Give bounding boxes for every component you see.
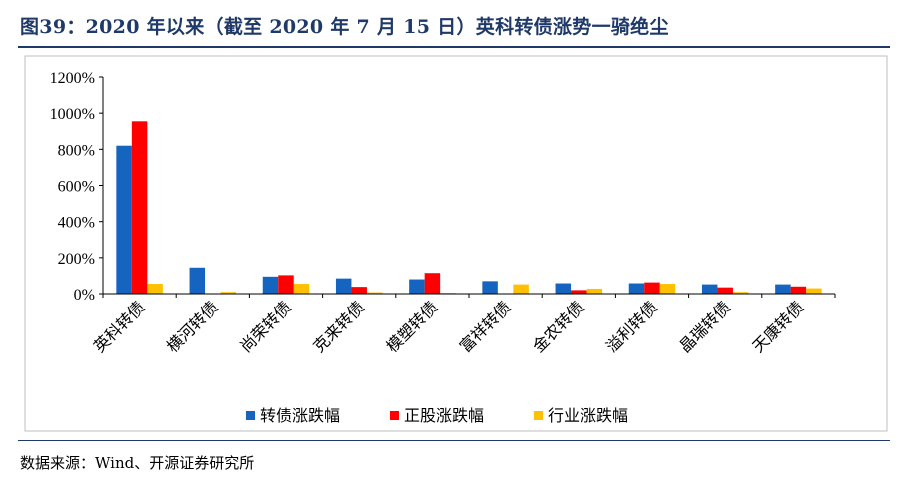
y-tick-label: 200% <box>58 251 95 268</box>
bar-stock <box>424 273 441 294</box>
legend: 转债涨跌幅 正股涨跌幅 行业涨跌幅 <box>246 406 628 425</box>
figure-title: 图39：2020 年以来（截至 2020 年 7 月 15 日）英科转债涨势一骑… <box>20 16 669 38</box>
bar-stock <box>571 290 587 294</box>
bar-chart: 0% 200% 400% 600% 800% 1000% 1200% 英科转债 横河转债 尚荣转… <box>24 55 888 432</box>
y-tick-label: 400% <box>58 215 95 232</box>
bar-industry <box>147 284 163 294</box>
legend-swatch <box>246 411 255 420</box>
x-category-label: 横河转债 <box>163 297 222 356</box>
bar-industry <box>586 288 603 294</box>
legend-label: 转债涨跌幅 <box>260 406 340 425</box>
bar-stock <box>717 287 733 294</box>
y-tick-label: 1200% <box>50 70 95 87</box>
bar-industry <box>220 292 237 294</box>
bar-industry <box>293 284 310 294</box>
y-tick-label: 600% <box>58 179 95 196</box>
legend-swatch <box>390 411 399 420</box>
bar-industry <box>659 284 676 294</box>
bar-stock <box>644 282 660 294</box>
x-category-label: 晶瑞转债 <box>675 297 734 356</box>
bar-stock <box>351 287 367 294</box>
y-tick-label: 800% <box>58 142 95 159</box>
bar-stock <box>131 121 148 294</box>
title-rule <box>18 46 890 48</box>
bar-convertible <box>409 279 425 294</box>
x-category-label: 模塑转债 <box>383 297 442 356</box>
bar-industry <box>732 292 749 294</box>
legend-label: 行业涨跌幅 <box>548 406 628 425</box>
y-tick-label: 0% <box>74 287 95 304</box>
bar-convertible <box>701 284 718 294</box>
x-category-label: 克来转债 <box>309 297 368 356</box>
bar-industry <box>513 284 529 294</box>
bar-convertible <box>775 284 791 294</box>
bars <box>116 121 822 294</box>
bar-convertible <box>628 283 645 294</box>
bar-stock <box>278 275 294 294</box>
bar-convertible <box>116 145 132 294</box>
x-category-label: 富祥转债 <box>456 297 515 356</box>
bar-stock <box>790 286 807 294</box>
bar-industry <box>806 288 822 294</box>
bar-industry <box>366 292 383 294</box>
source-note: 数据来源：Wind、开源证券研究所 <box>20 454 255 472</box>
x-category-label: 天康转债 <box>749 297 808 356</box>
x-category-label: 尚荣转债 <box>236 297 295 356</box>
legend-label: 正股涨跌幅 <box>404 406 484 425</box>
source-rule <box>18 440 890 441</box>
bar-convertible <box>482 281 498 294</box>
plot-frame <box>24 55 888 432</box>
x-category-label: 英科转债 <box>90 297 149 356</box>
x-axis: 英科转债 横河转债 尚荣转债 克来转债 模塑转债 富祥转债 金农转债 溢利转债 晶瑞转债 天康转债 <box>90 293 836 356</box>
legend-swatch <box>534 411 543 420</box>
bar-convertible <box>262 276 279 294</box>
x-category-label: 溢利转债 <box>602 297 661 356</box>
y-tick-label: 1000% <box>50 106 95 123</box>
x-category-label: 金农转债 <box>529 297 588 356</box>
bar-convertible <box>335 278 352 294</box>
bar-convertible <box>189 267 206 294</box>
bar-convertible <box>555 283 572 294</box>
y-axis: 0% 200% 400% 600% 800% 1000% 1200% <box>50 70 104 304</box>
